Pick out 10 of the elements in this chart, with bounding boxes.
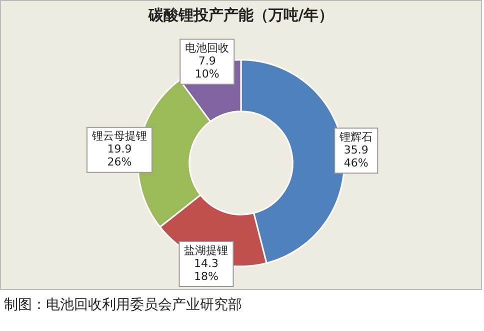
chart-title: 碳酸锂投产产能（万吨/年） [147,6,334,24]
slice-label: 盐湖提锂 [184,244,228,257]
data-label: 14.3 18% [194,256,218,283]
slice-label: 锂云母提锂 [91,130,148,143]
slice-label: 锂辉石 [338,130,373,144]
text: 制图：电池回收利用委员会产业研究部 [4,296,242,314]
data-label: 19.9 26% [107,142,132,169]
data-label: 7.9 10% [194,54,220,81]
slice-label: 电池回收 [185,42,230,55]
data-label: 35.9 46% [344,144,368,170]
